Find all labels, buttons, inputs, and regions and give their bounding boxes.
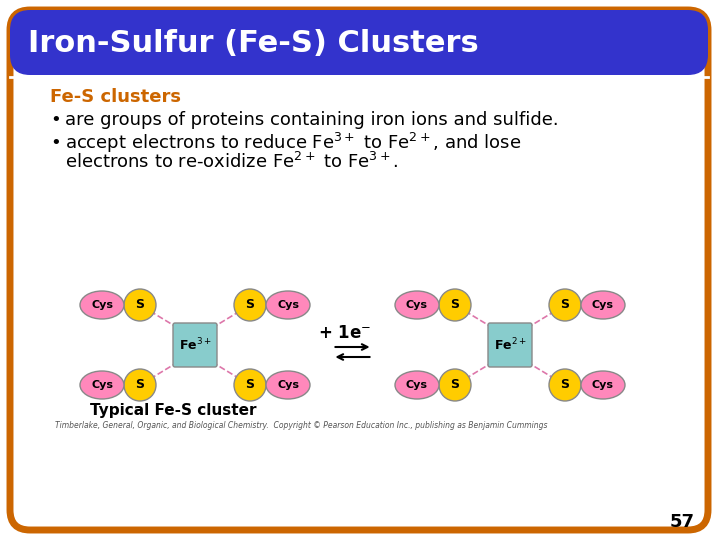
Text: S: S xyxy=(135,299,145,312)
Circle shape xyxy=(439,289,471,321)
Ellipse shape xyxy=(395,291,439,319)
Text: S: S xyxy=(246,379,254,392)
Ellipse shape xyxy=(266,371,310,399)
Text: S: S xyxy=(451,299,459,312)
Ellipse shape xyxy=(395,371,439,399)
Ellipse shape xyxy=(266,291,310,319)
Text: accept electrons to reduce Fe$^{3+}$ to Fe$^{2+}$, and lose: accept electrons to reduce Fe$^{3+}$ to … xyxy=(65,131,521,155)
FancyBboxPatch shape xyxy=(488,323,532,367)
Circle shape xyxy=(549,369,581,401)
Text: •: • xyxy=(50,134,60,152)
Circle shape xyxy=(234,289,266,321)
Text: electrons to re-oxidize Fe$^{2+}$ to Fe$^{3+}$.: electrons to re-oxidize Fe$^{2+}$ to Fe$… xyxy=(65,152,399,172)
FancyBboxPatch shape xyxy=(173,323,217,367)
Text: •: • xyxy=(50,111,60,129)
Text: Cys: Cys xyxy=(91,380,113,390)
Circle shape xyxy=(439,369,471,401)
Text: S: S xyxy=(246,299,254,312)
Text: Cys: Cys xyxy=(592,380,614,390)
Text: are groups of proteins containing iron ions and sulfide.: are groups of proteins containing iron i… xyxy=(65,111,559,129)
Text: Timberlake, General, Organic, and Biological Chemistry.  Copyright © Pearson Edu: Timberlake, General, Organic, and Biolog… xyxy=(55,421,547,429)
Text: Cys: Cys xyxy=(406,300,428,310)
Text: Typical Fe-S cluster: Typical Fe-S cluster xyxy=(90,402,256,417)
Ellipse shape xyxy=(581,371,625,399)
Text: Cys: Cys xyxy=(277,380,299,390)
Text: + 1e$^{-}$: + 1e$^{-}$ xyxy=(318,324,371,342)
Circle shape xyxy=(124,369,156,401)
Circle shape xyxy=(234,369,266,401)
Text: Cys: Cys xyxy=(91,300,113,310)
Text: Fe$^{2+}$: Fe$^{2+}$ xyxy=(494,337,526,353)
Ellipse shape xyxy=(80,291,124,319)
Text: S: S xyxy=(560,379,570,392)
Text: S: S xyxy=(135,379,145,392)
FancyBboxPatch shape xyxy=(10,10,708,75)
Circle shape xyxy=(124,289,156,321)
Text: Cys: Cys xyxy=(592,300,614,310)
Ellipse shape xyxy=(80,371,124,399)
Text: Iron-Sulfur (Fe-S) Clusters: Iron-Sulfur (Fe-S) Clusters xyxy=(28,29,479,57)
Ellipse shape xyxy=(581,291,625,319)
Text: Cys: Cys xyxy=(277,300,299,310)
Text: 57: 57 xyxy=(670,513,695,531)
Text: Cys: Cys xyxy=(406,380,428,390)
Circle shape xyxy=(549,289,581,321)
Text: S: S xyxy=(560,299,570,312)
Text: S: S xyxy=(451,379,459,392)
Text: Fe-S clusters: Fe-S clusters xyxy=(50,88,181,106)
Text: Fe$^{3+}$: Fe$^{3+}$ xyxy=(179,337,212,353)
